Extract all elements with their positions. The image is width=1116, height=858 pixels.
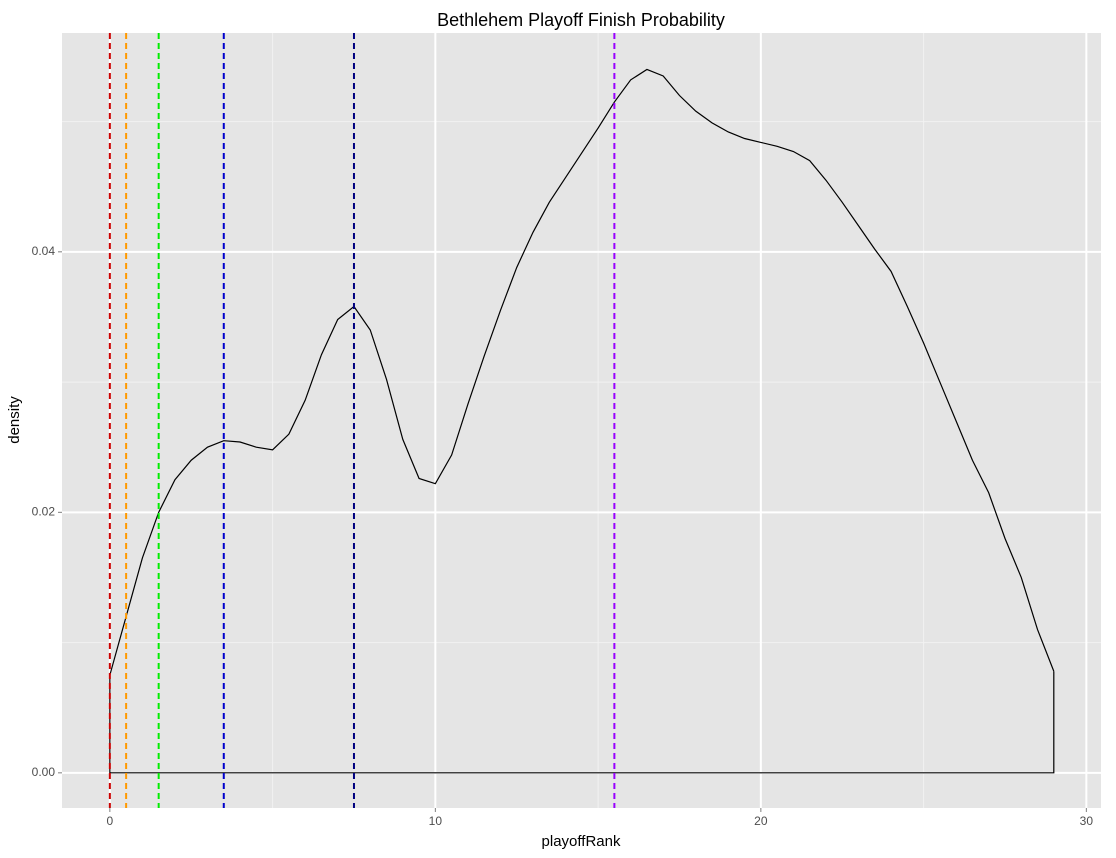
chart-title: Bethlehem Playoff Finish Probability <box>437 10 725 30</box>
marks <box>108 33 1055 808</box>
y-tick-label: 0.02 <box>32 504 56 518</box>
x-tick-label: 20 <box>754 814 768 828</box>
x-tick-label: 0 <box>107 814 114 828</box>
density-line <box>109 68 1055 676</box>
y-axis-label: density <box>6 396 23 444</box>
x-axis-label: playoffRank <box>542 833 621 850</box>
y-tick-label: 0.04 <box>32 244 56 258</box>
x-tick-label: 10 <box>429 814 443 828</box>
y-tick-label: 0.00 <box>32 765 56 779</box>
x-tick-label: 30 <box>1080 814 1094 828</box>
plot-panel <box>62 33 1101 808</box>
